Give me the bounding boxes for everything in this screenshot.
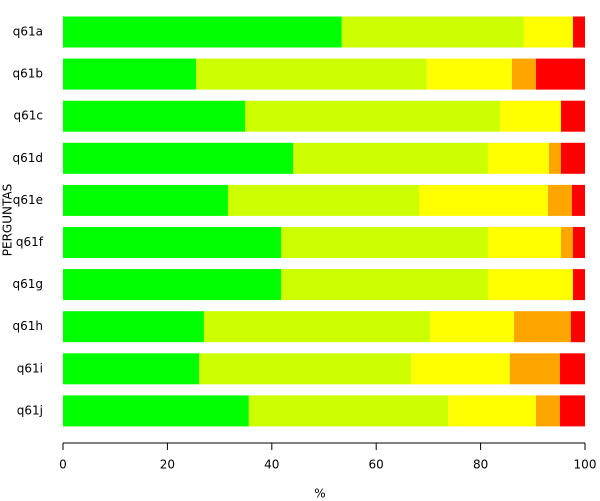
bar-segment bbox=[560, 142, 585, 174]
bar-segment bbox=[63, 269, 282, 301]
bar-segment bbox=[203, 311, 430, 343]
y-tick-label: q61c bbox=[14, 109, 43, 123]
bar-segment bbox=[293, 142, 488, 174]
bar-segment bbox=[281, 269, 488, 301]
bar-segment bbox=[535, 395, 560, 427]
bar-segment bbox=[245, 100, 500, 132]
x-tick-label: 80 bbox=[473, 458, 488, 472]
bar-segment bbox=[572, 16, 585, 48]
y-axis-label: PERGUNTAS bbox=[1, 184, 15, 256]
y-tick-label: q61i bbox=[17, 361, 43, 375]
bar-segment bbox=[511, 58, 536, 90]
bar-segment bbox=[559, 353, 585, 385]
bar-segment bbox=[429, 311, 515, 343]
bar-segment bbox=[514, 311, 571, 343]
bar-segment bbox=[199, 353, 412, 385]
bar-segment bbox=[63, 353, 200, 385]
x-tick-label: 20 bbox=[160, 458, 175, 472]
y-tick-label: q61e bbox=[13, 193, 43, 207]
x-tick-label: 0 bbox=[59, 458, 67, 472]
bar-segment bbox=[426, 58, 512, 90]
bar-segment bbox=[560, 227, 573, 258]
bar-segment bbox=[419, 184, 548, 216]
bar-segment bbox=[487, 227, 561, 258]
x-tick-label: 60 bbox=[369, 458, 384, 472]
y-tick-label: q61d bbox=[12, 151, 43, 165]
bar-segment bbox=[63, 395, 249, 427]
bar-segment bbox=[535, 58, 585, 90]
bar-segment bbox=[487, 142, 549, 174]
bar-segment bbox=[63, 16, 342, 48]
bar-segment bbox=[523, 16, 573, 48]
x-tick-label: 40 bbox=[264, 458, 279, 472]
y-tick-label: q61b bbox=[12, 67, 43, 81]
y-tick-label: q61g bbox=[12, 277, 43, 291]
bar-segment bbox=[572, 227, 585, 258]
bar-segment bbox=[63, 142, 294, 174]
bar-segment bbox=[227, 184, 420, 216]
bar-segment bbox=[509, 353, 560, 385]
bar-segment bbox=[570, 311, 585, 343]
bar-segment bbox=[448, 395, 536, 427]
y-tick-label: q61a bbox=[13, 25, 43, 39]
bar-segment bbox=[411, 353, 510, 385]
bar-segment bbox=[499, 100, 561, 132]
x-tick-label: 100 bbox=[574, 458, 597, 472]
x-axis-label: % bbox=[314, 487, 325, 501]
bar-segment bbox=[248, 395, 449, 427]
y-tick-label: q61j bbox=[17, 403, 43, 417]
bar-segment bbox=[559, 395, 585, 427]
bar-segment bbox=[560, 100, 585, 132]
bar-segment bbox=[547, 184, 572, 216]
y-tick-label: q61h bbox=[13, 319, 44, 333]
bar-segment bbox=[63, 184, 228, 216]
bar-segment bbox=[548, 142, 561, 174]
bar-segment bbox=[63, 100, 246, 132]
bar-segment bbox=[571, 184, 585, 216]
y-tick-label: q61f bbox=[16, 235, 44, 249]
bar-segment bbox=[63, 311, 204, 343]
bar-segment bbox=[572, 269, 585, 301]
bar-segment bbox=[63, 227, 282, 258]
bar-segment bbox=[341, 16, 524, 48]
bar-segment bbox=[487, 269, 573, 301]
bar-segment bbox=[196, 58, 427, 90]
bar-segment bbox=[281, 227, 488, 258]
bar-segment bbox=[63, 58, 197, 90]
